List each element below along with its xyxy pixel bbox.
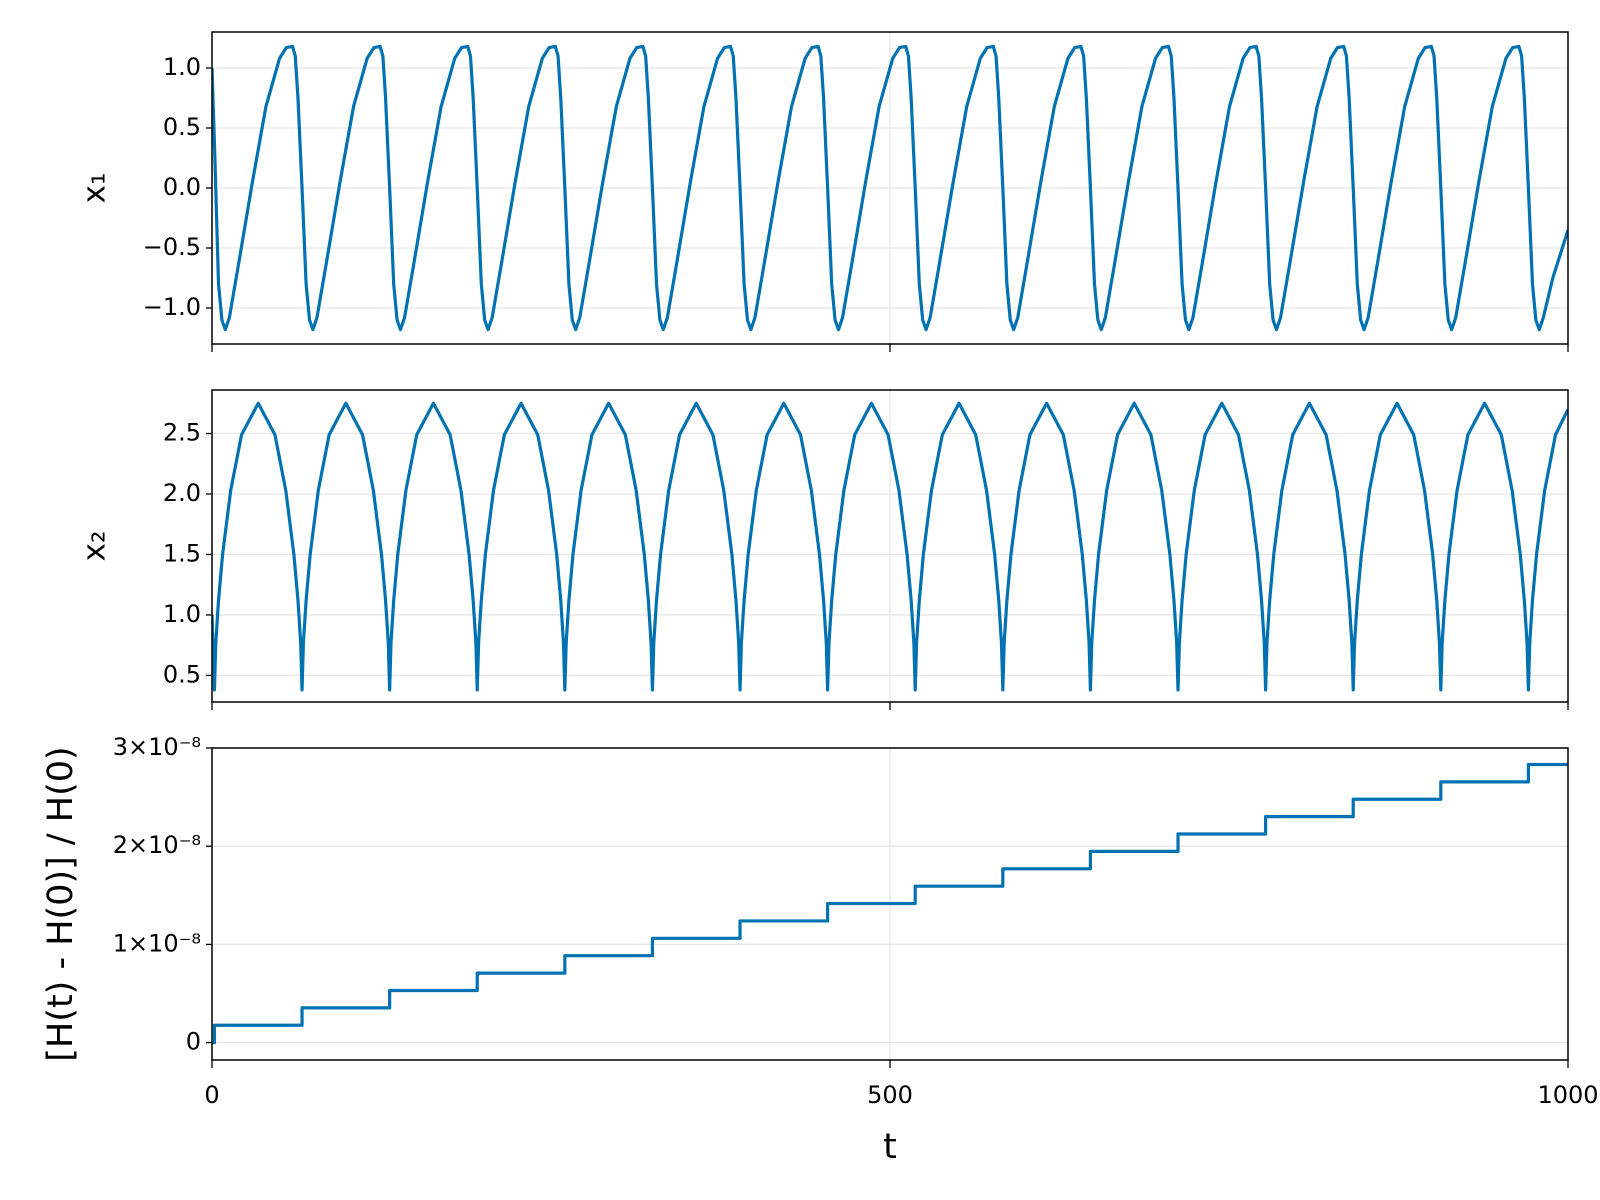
plot-area [212,762,1568,1045]
data-line [212,44,1568,332]
x-tick-label: 0 [204,1081,219,1109]
frame [211,31,1569,345]
y-tick-label: −1.0 [143,293,201,321]
y-tick-label: 0.0 [163,173,201,201]
y-tick-label: 2×10⁻⁸ [113,831,201,859]
y-tick-label: 2.5 [163,419,201,447]
x-axis-label: t [883,1127,897,1167]
plot-area [212,44,1568,332]
y-tick-label: −0.5 [143,233,201,261]
y-axis-label: [H(t) - H(0)] / H(0) [41,746,81,1061]
y-tick-label: 1.5 [163,539,201,567]
data-line [212,401,1568,692]
data-line [212,762,1568,1045]
y-tick-label: 1.0 [163,600,201,628]
x-tick-label: 1000 [1537,1081,1598,1109]
y-tick-label: 0 [186,1028,201,1056]
x-tick-label: 500 [867,1081,913,1109]
y-tick-label: 2.0 [163,479,201,507]
y-tick-label: 3×10⁻⁸ [113,733,201,761]
frame [211,389,1569,703]
y-tick-label: 0.5 [163,113,201,141]
plot-area [212,401,1568,692]
y-axis-label: x₂ [77,531,113,562]
y-tick-label: 1×10⁻⁸ [113,929,201,957]
frame [211,747,1569,1061]
y-tick-label: 0.5 [163,660,201,688]
y-tick-label: 1.0 [163,53,201,81]
y-axis-label: x₁ [77,173,113,204]
